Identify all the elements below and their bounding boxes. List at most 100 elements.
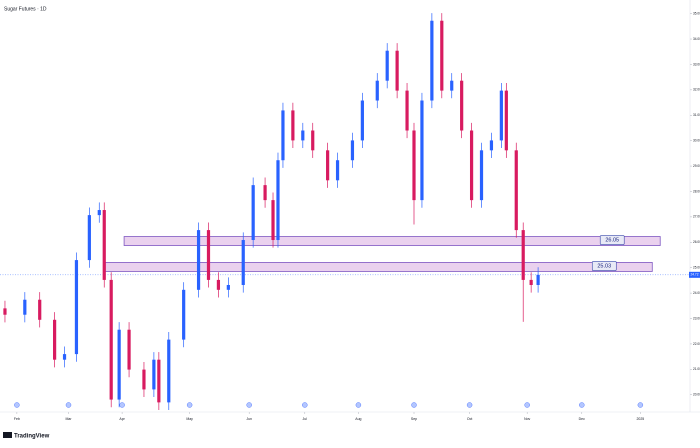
candle-body (117, 329, 121, 400)
candle-body (335, 160, 340, 181)
x-tick-label: Nov (524, 417, 530, 421)
candle-body (102, 210, 106, 280)
x-tick-label: Apr (119, 417, 125, 421)
candle-body (167, 339, 171, 403)
level-label: 25.03 (597, 263, 611, 269)
candle-body (326, 150, 330, 181)
y-tick-label: 29.00 (693, 164, 700, 168)
event-icon (466, 402, 473, 408)
candle-body (450, 80, 454, 91)
candle-body (271, 200, 275, 241)
candle-body (23, 299, 27, 315)
brand: TradingView (14, 434, 50, 440)
candle-body (263, 185, 267, 201)
y-tick-label: 23.00 (693, 316, 700, 320)
candle-body (529, 279, 533, 285)
candle-body (276, 160, 280, 241)
y-tick-label: 33.00 (693, 62, 700, 66)
candle-body (196, 230, 201, 290)
candle-body (440, 20, 444, 91)
event-icon (186, 402, 193, 408)
y-tick-label: 26.00 (693, 240, 700, 244)
candle-body (469, 130, 474, 201)
candle-body (97, 210, 101, 216)
candle-body (536, 274, 540, 285)
event-icon (524, 402, 530, 408)
candle-body (385, 50, 389, 81)
event-icon (246, 402, 252, 408)
candle-body (152, 359, 156, 390)
y-tick-label: 34.00 (693, 37, 700, 41)
candle-body (3, 308, 7, 315)
x-tick-label: Feb (14, 417, 20, 421)
x-tick-label: Oct (467, 417, 472, 421)
candle-body (405, 90, 409, 131)
candle-body (53, 319, 57, 360)
y-tick-label: 28.00 (693, 189, 700, 193)
x-tick-label: Mar (65, 417, 72, 421)
candle-body (226, 284, 230, 290)
x-tick-label: Sep (411, 417, 417, 421)
event-icon (355, 402, 362, 408)
candle-body (251, 185, 255, 241)
x-tick-label: Jul (303, 417, 308, 421)
y-tick-label: 22.00 (693, 342, 700, 346)
candle-body (460, 80, 464, 131)
x-tick-label: Aug (355, 417, 361, 421)
y-tick-label: 31.00 (693, 113, 700, 117)
y-tick-label: 20.00 (693, 393, 700, 397)
y-tick-label: 30.00 (693, 139, 700, 143)
x-tick-label: 2025 (636, 417, 644, 421)
candle-body (499, 90, 503, 141)
level-box (123, 236, 661, 246)
candle-body (157, 359, 161, 403)
event-icon (411, 402, 417, 408)
candle-body (87, 215, 91, 261)
level-label: 26.05 (605, 237, 619, 243)
candle-body (489, 140, 494, 151)
candle-body (514, 150, 518, 231)
candle-body (241, 240, 245, 285)
event-icon (579, 402, 585, 408)
candle-body (142, 369, 146, 390)
last-price-label: 24.72 (691, 273, 699, 277)
candle-body (420, 100, 424, 201)
y-tick-label: 25.00 (693, 266, 700, 270)
candle-body (412, 130, 416, 201)
candle-body (360, 100, 364, 141)
chart-title: Sugar Futures · 1D (4, 6, 47, 12)
candle-body (301, 130, 305, 141)
event-icon (302, 402, 308, 408)
last-price-tag (689, 271, 700, 278)
candle-body (479, 150, 484, 201)
candle-body (216, 279, 221, 290)
x-tick-label: Dec (579, 417, 585, 421)
level-tag (599, 235, 625, 245)
level-tag (591, 261, 617, 271)
y-tick-label: 21.00 (693, 367, 700, 371)
candle-body (127, 329, 131, 370)
event-icon (14, 402, 20, 408)
y-tick-label: 24.00 (693, 291, 700, 295)
event-icon (637, 402, 644, 408)
event-icon (119, 402, 125, 408)
y-tick-label: 27.00 (693, 215, 700, 219)
candle-body (521, 230, 525, 280)
brand-logo (3, 432, 12, 438)
event-icon (65, 402, 72, 408)
y-tick-label: 35.00 (693, 11, 700, 15)
candle-body (206, 230, 211, 280)
level-box (104, 262, 653, 272)
candle-body (291, 110, 295, 141)
x-tick-label: Jun (246, 417, 252, 421)
y-tick-label: 32.00 (693, 88, 700, 92)
candle-body (38, 299, 42, 320)
candle-body (430, 20, 434, 101)
candle-body (182, 289, 186, 340)
x-tick-label: May (186, 417, 193, 421)
candle-body (281, 110, 285, 161)
candle-body (74, 260, 79, 355)
